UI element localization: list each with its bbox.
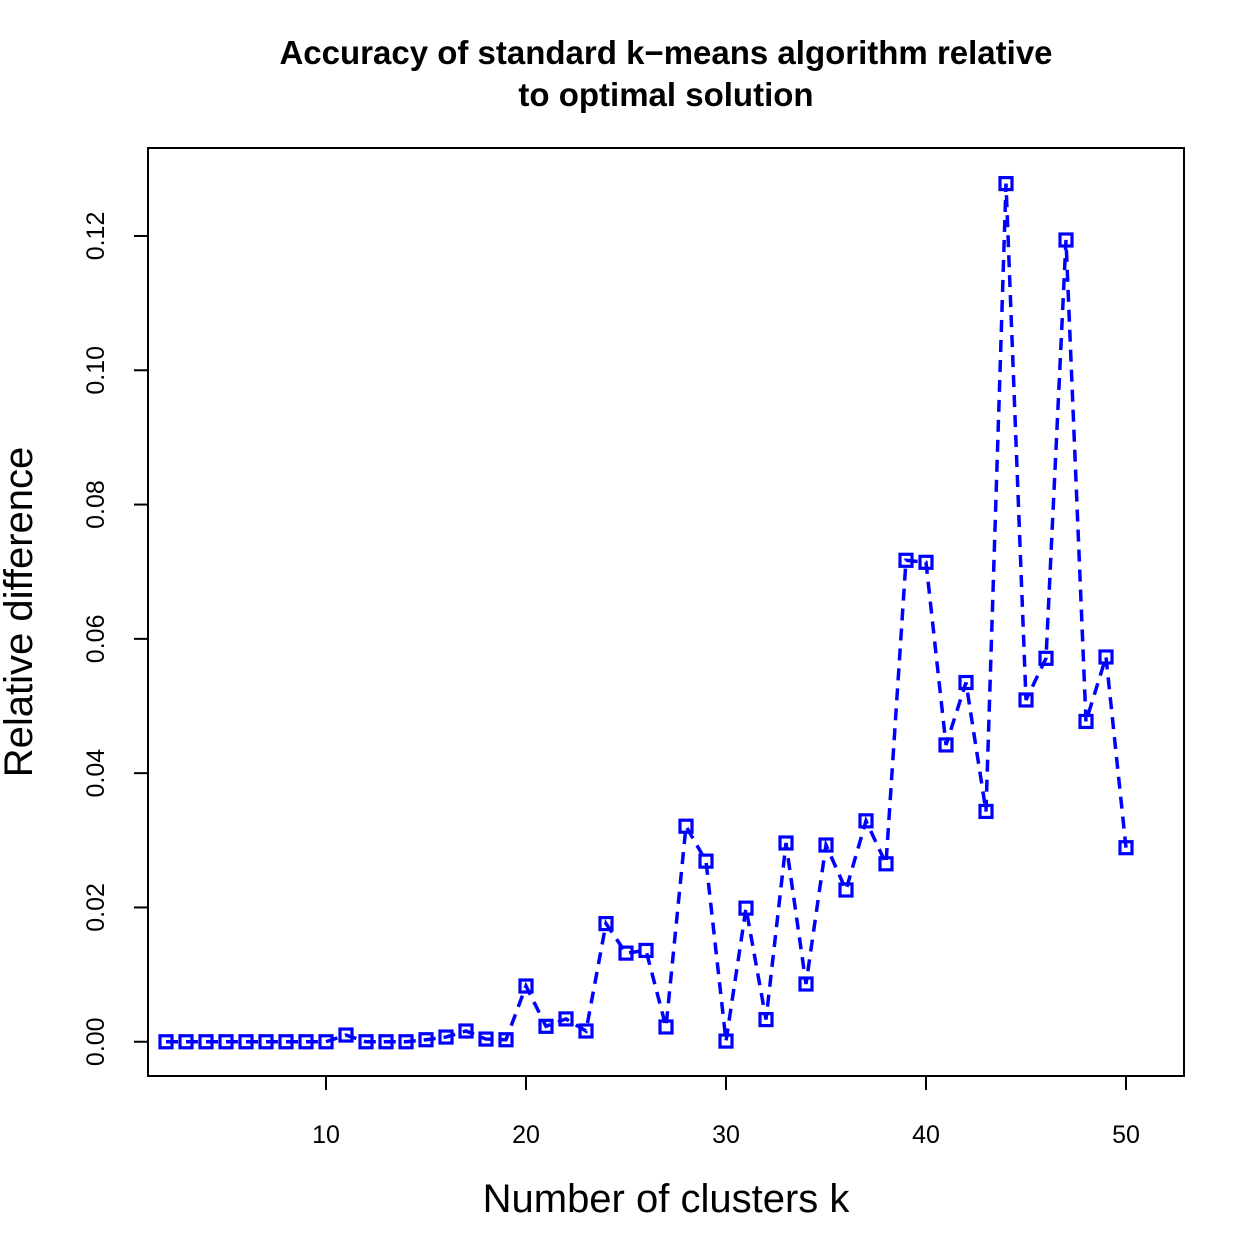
data-point [1098,649,1114,665]
y-tick-label: 0.04 [82,749,110,798]
data-point [518,978,534,994]
data-point [1038,650,1054,666]
data-point [158,1034,174,1050]
data-point [618,945,634,961]
data-point [298,1034,314,1050]
y-axis-label: Relative difference [0,447,41,778]
x-tick-label: 10 [312,1121,340,1149]
data-point [478,1031,494,1047]
x-axis-label: Number of clusters k [483,1177,851,1221]
y-tick-label: 0.08 [82,480,110,529]
data-point [558,1011,574,1027]
series-line [166,183,1128,1044]
data-point [958,674,974,691]
x-tick-label: 50 [1112,1121,1140,1149]
data-point [198,1034,214,1050]
data-point [178,1034,194,1050]
y-tick-label: 0.12 [82,212,110,261]
data-point [258,1034,274,1050]
x-tick-label: 20 [512,1121,540,1149]
y-tick-label: 0.00 [82,1017,110,1066]
data-point [218,1034,234,1050]
data-point [338,1027,354,1043]
data-point [318,1034,334,1050]
data-point [418,1032,434,1048]
data-point [1118,840,1134,856]
data-point [238,1034,254,1050]
data-point [358,1034,374,1050]
data-point [378,1034,394,1050]
data-point [878,856,894,872]
data-point [818,837,834,853]
data-point [738,900,754,916]
data-point [918,554,934,570]
data-point [538,1018,554,1034]
x-axis: 10 20 30 40 50 [312,1076,1140,1149]
data-point [398,1034,414,1050]
data-point [598,915,614,932]
data-point [458,1023,474,1039]
data-point [758,1011,774,1028]
y-tick-label: 0.02 [82,883,110,932]
data-point [1058,232,1074,248]
y-tick-label: 0.10 [82,346,110,395]
series-group [158,175,1134,1050]
data-point [858,813,874,829]
data-point [978,803,994,820]
y-axis: 0.00 0.02 0.04 0.06 0.08 0.10 0.12 [82,212,148,1066]
plot-frame [147,147,1185,1077]
chart-title-line-2: to optimal solution [518,76,813,113]
data-point [1018,692,1034,708]
data-point [998,175,1014,192]
data-point [638,942,654,959]
data-point [838,882,854,898]
data-point [698,853,714,869]
data-point [278,1034,294,1050]
data-point [498,1032,514,1048]
data-point [678,818,694,834]
x-tick-label: 40 [912,1121,940,1149]
data-point [1078,713,1094,730]
data-point [898,552,914,568]
data-point [578,1023,594,1039]
data-point [938,737,954,753]
data-point [438,1029,454,1045]
y-tick-label: 0.06 [82,615,110,664]
data-point [658,1019,674,1035]
data-point [778,835,794,851]
x-tick-label: 30 [712,1121,740,1149]
data-point [718,1033,734,1049]
data-point [798,976,814,992]
chart-title-line-1: Accuracy of standard k−means algorithm r… [279,34,1052,71]
